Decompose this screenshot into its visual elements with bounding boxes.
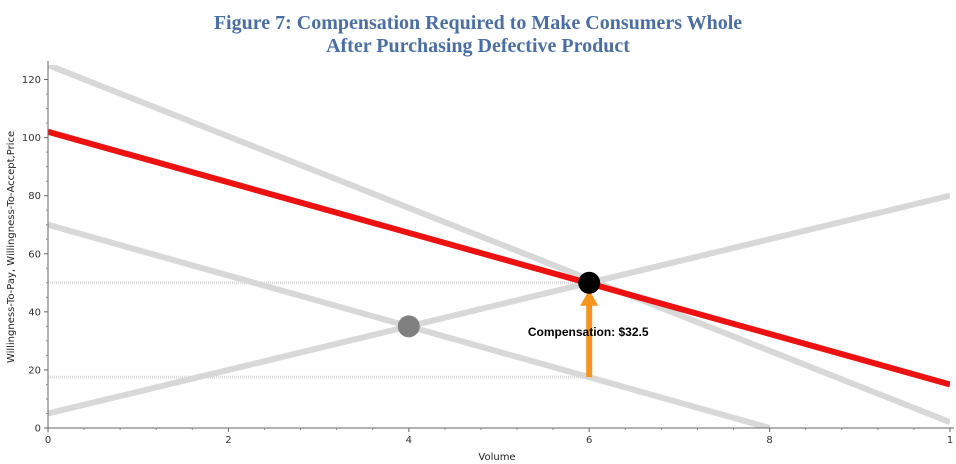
x-tick-label: 0: [45, 435, 51, 446]
compensation-annotation: Compensation: $32.5: [528, 325, 649, 339]
y-tick-label: 100: [22, 133, 41, 144]
x-tick-label: 4: [406, 435, 412, 446]
equilibrium-point: [578, 271, 601, 294]
x-tick-label: 8: [766, 435, 772, 446]
x-tick-label: 2: [225, 435, 231, 446]
y-tick-label: 60: [28, 249, 41, 260]
chart-title-line1: Figure 7: Compensation Required to Make …: [213, 12, 743, 34]
defective-point: [397, 315, 420, 338]
x-tick-label: 6: [586, 435, 592, 446]
compensation-arrow-head: [580, 289, 599, 306]
series-line-3: [48, 192, 950, 417]
y-tick-label: 20: [28, 365, 41, 376]
x-tick-label: 1: [947, 435, 953, 446]
y-tick-label: 120: [22, 75, 41, 86]
y-tick-label: 80: [28, 191, 41, 202]
y-tick-label: 40: [28, 307, 41, 318]
series-line-1: [48, 65, 950, 425]
y-tick-label: 0: [35, 424, 41, 435]
y-axis-label: Willingness-To-Pay, Willingness-To-Accep…: [6, 131, 17, 363]
chart-title-line2: After Purchasing Defective Product: [326, 35, 630, 57]
series-line-4: [48, 128, 950, 388]
x-axis-label: Volume: [478, 452, 515, 463]
